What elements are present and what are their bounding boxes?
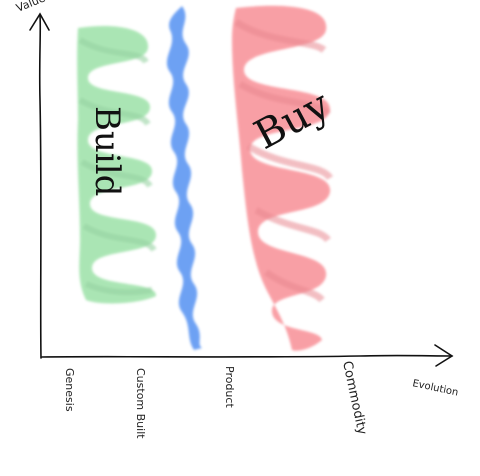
build-band bbox=[77, 26, 157, 304]
x-axis bbox=[41, 354, 453, 358]
x-axis-label: Evolution bbox=[411, 378, 459, 398]
stage-label-product: Product bbox=[223, 366, 236, 408]
buy-band bbox=[232, 5, 334, 351]
y-axis bbox=[38, 15, 42, 359]
stage-label-commodity: Commodity bbox=[339, 360, 369, 437]
y-axis-label: Value bbox=[14, 0, 47, 15]
build-label: Build bbox=[87, 106, 127, 196]
y-axis-arrow bbox=[29, 12, 50, 31]
stage-label-custom-built: Custom Built bbox=[134, 368, 147, 439]
stage-label-genesis: Genesis bbox=[63, 368, 76, 412]
divider-band bbox=[166, 6, 202, 350]
x-axis-arrow bbox=[434, 344, 454, 367]
axes bbox=[29, 12, 454, 367]
buy-band-twists bbox=[234, 19, 334, 303]
build-band-twists bbox=[78, 37, 157, 296]
divider-band-fill bbox=[166, 6, 202, 350]
